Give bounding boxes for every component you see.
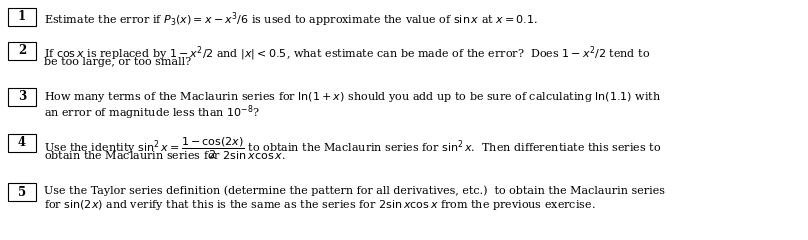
FancyBboxPatch shape — [8, 42, 36, 60]
Text: Use the Taylor series definition (determine the pattern for all derivatives, etc: Use the Taylor series definition (determ… — [44, 185, 665, 196]
Text: How many terms of the Maclaurin series for $\ln(1+x)$ should you add up to be su: How many terms of the Maclaurin series f… — [44, 90, 661, 104]
FancyBboxPatch shape — [8, 134, 36, 152]
Text: obtain the Maclaurin series for $2\sin x\cos x$.: obtain the Maclaurin series for $2\sin x… — [44, 149, 286, 161]
Text: 4: 4 — [18, 137, 26, 150]
Text: 5: 5 — [18, 186, 26, 198]
Text: an error of magnitude less than $10^{-8}$?: an error of magnitude less than $10^{-8}… — [44, 103, 260, 122]
Text: Estimate the error if $P_3(x) = x - x^3/6$ is used to approximate the value of $: Estimate the error if $P_3(x) = x - x^3/… — [44, 10, 538, 29]
FancyBboxPatch shape — [8, 183, 36, 201]
Text: be too large, or too small?: be too large, or too small? — [44, 57, 191, 67]
FancyBboxPatch shape — [8, 88, 36, 106]
FancyBboxPatch shape — [8, 8, 36, 26]
Text: 2: 2 — [18, 44, 26, 58]
Text: Use the identity $\sin^2 x = \dfrac{1 - \cos(2x)}{2}$ to obtain the Maclaurin se: Use the identity $\sin^2 x = \dfrac{1 - … — [44, 136, 661, 162]
Text: 3: 3 — [18, 90, 26, 103]
Text: 1: 1 — [18, 11, 26, 24]
Text: If $\cos x$ is replaced by $1 - x^2/2$ and $|x| < 0.5$, what estimate can be mad: If $\cos x$ is replaced by $1 - x^2/2$ a… — [44, 44, 650, 63]
Text: for $\sin(2x)$ and verify that this is the same as the series for $2\sin x\cos x: for $\sin(2x)$ and verify that this is t… — [44, 198, 595, 212]
